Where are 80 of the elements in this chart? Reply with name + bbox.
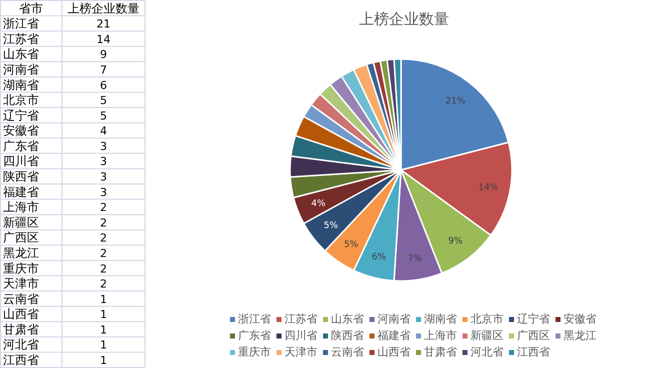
legend-label: 河南省 <box>378 312 410 326</box>
legend-label: 江苏省 <box>284 312 318 326</box>
data-label: 2 <box>100 246 107 260</box>
legend-label: 湖南省 <box>424 312 457 326</box>
legend-label: 新疆区 <box>470 329 504 342</box>
legend-label: 江西省 <box>517 346 550 358</box>
data-label: 5% <box>344 240 359 250</box>
category-label: 甘肃省 <box>3 322 39 336</box>
data-label: 6% <box>372 252 386 263</box>
data-label: 2 <box>100 216 107 230</box>
legend-label: 安徽省 <box>564 312 596 326</box>
data-label: 6 <box>100 78 107 92</box>
data-label: 14 <box>96 32 110 46</box>
category-label: 广东省 <box>3 138 39 153</box>
data-label: 21% <box>445 96 466 106</box>
data-label: 1 <box>100 354 107 367</box>
data-label: 2 <box>100 278 107 291</box>
legend-label: 山西省 <box>378 346 410 358</box>
legend-label: 四川省 <box>284 329 318 342</box>
data-label: 5% <box>324 220 338 231</box>
category-label: 浙江省 <box>3 16 39 31</box>
legend-label: 甘肃省 <box>424 346 457 358</box>
category-label: 上海市 <box>3 200 39 214</box>
legend-label: 陕西省 <box>331 329 364 342</box>
data-label: 9% <box>448 236 464 247</box>
legend-label: 福建省 <box>378 329 410 342</box>
legend-label: 黑龙江 <box>564 329 596 342</box>
data-label: 3 <box>100 155 107 168</box>
category-label: 云南省 <box>3 292 39 306</box>
data-label: 1 <box>100 292 107 306</box>
category-label: 四川省 <box>3 154 39 168</box>
data-label: 3 <box>100 140 107 153</box>
category-label: 湖南省 <box>3 78 39 92</box>
data-label: 5 <box>100 109 107 122</box>
category-label: 黑龙江 <box>3 246 39 260</box>
data-label: 3 <box>100 170 107 184</box>
category-label: 辽宁省 <box>3 108 39 122</box>
data-label: 21 <box>96 18 110 31</box>
text: 省市 <box>19 1 43 16</box>
data-label: 2 <box>100 232 107 245</box>
data-label: 7% <box>408 254 422 264</box>
category-label: 山西省 <box>3 307 39 322</box>
legend-label: 山东省 <box>331 312 364 326</box>
data-label: 14% <box>478 183 499 194</box>
category-label: 山东省 <box>3 47 39 62</box>
legend-label: 广西区 <box>517 329 550 342</box>
legend-label: 北京市 <box>470 312 504 326</box>
legend-label: 天津市 <box>284 346 318 358</box>
data-label: 1 <box>100 308 107 322</box>
category-label: 江西省 <box>3 353 39 367</box>
legend-label: 广东省 <box>238 329 271 342</box>
data-label: 2 <box>100 262 107 276</box>
data-label: 3 <box>100 186 107 199</box>
legend-label: 浙江省 <box>238 312 271 326</box>
legend-label: 辽宁省 <box>517 312 550 326</box>
data-label: 2 <box>100 201 107 214</box>
category-label: 江苏省 <box>3 32 39 46</box>
data-label: 1 <box>100 323 107 336</box>
category-label: 重庆市 <box>3 261 39 276</box>
data-label: 4% <box>311 199 326 210</box>
category-label: 福建省 <box>3 184 39 199</box>
category-label: 新疆区 <box>3 215 39 230</box>
category-label: 河南省 <box>3 62 39 76</box>
category-label: 陕西省 <box>3 170 39 184</box>
data-label: 1 <box>100 338 107 352</box>
category-label: 北京市 <box>3 93 39 108</box>
chart-title: 上榜企业数量 <box>359 10 449 28</box>
legend-label: 重庆市 <box>238 346 271 358</box>
data-label: 5 <box>100 94 107 108</box>
data-label: 7 <box>100 63 107 76</box>
category-label: 天津市 <box>3 276 39 291</box>
category-label: 安徽省 <box>3 124 39 138</box>
category-label: 广西区 <box>3 230 39 245</box>
data-label: 9 <box>100 48 107 62</box>
legend-label: 河北省 <box>470 346 504 358</box>
category-label: 河北省 <box>3 338 39 352</box>
legend-label: 云南省 <box>331 346 364 358</box>
data-label: 4 <box>100 124 107 138</box>
text: 上榜企业数量 <box>68 1 140 16</box>
legend-label: 上海市 <box>424 329 457 342</box>
